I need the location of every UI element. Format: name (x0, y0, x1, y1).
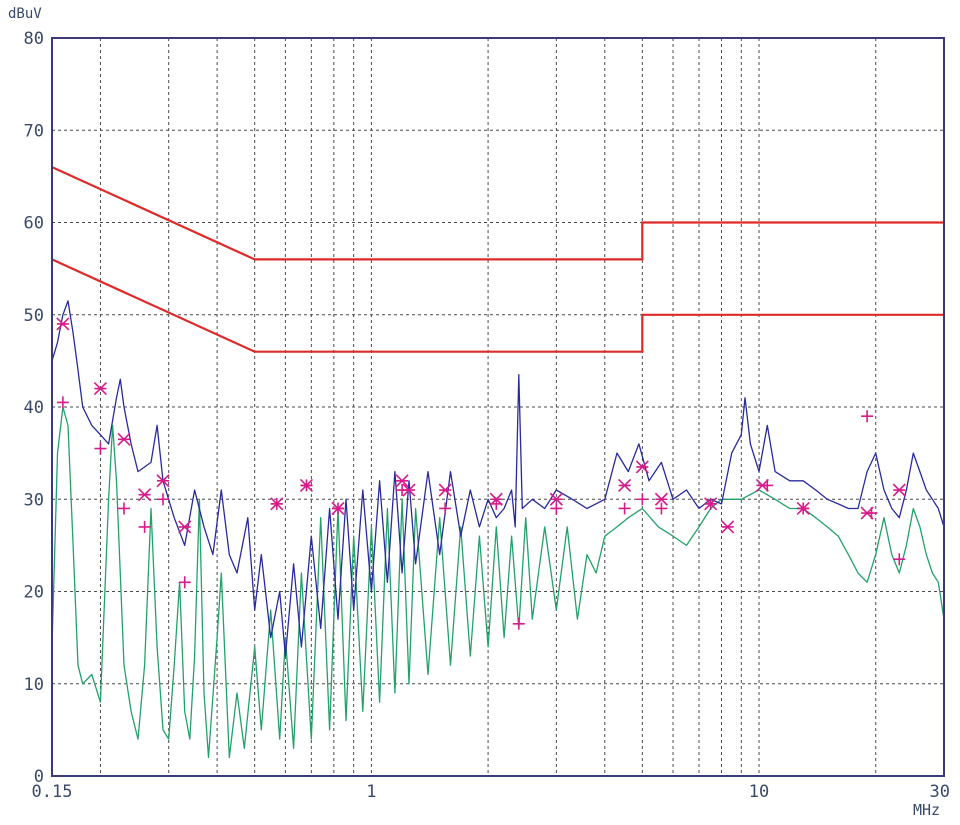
markers (56, 317, 906, 630)
star-marker (755, 478, 769, 492)
limit-line (51, 258, 944, 353)
plus-marker (138, 520, 151, 533)
star-marker (178, 520, 192, 534)
peak-trace (51, 300, 945, 657)
x-tick-label: 10 (749, 782, 769, 802)
plus-marker (655, 502, 668, 515)
grid (52, 38, 944, 776)
tick-labels: 0 10 20 30 40 50 60 70 80 0.15 1 10 30 (24, 29, 950, 802)
y-tick-label: 10 (24, 675, 44, 695)
plus-marker (512, 617, 525, 630)
star-marker (549, 492, 563, 506)
star-marker (892, 483, 906, 497)
y-tick-label: 50 (24, 306, 44, 326)
y-tick-label: 70 (24, 121, 44, 141)
star-marker (138, 488, 152, 502)
plus-marker (117, 502, 130, 515)
star-marker (93, 381, 107, 396)
x-axis-unit-label: MHz (913, 801, 940, 819)
star-marker (654, 492, 668, 506)
plus-marker (439, 502, 452, 515)
x-tick-label: 0.15 (32, 782, 73, 802)
star-marker (796, 501, 810, 516)
star-marker (402, 483, 416, 497)
plus-marker (550, 502, 563, 515)
y-tick-label: 0 (34, 767, 44, 787)
y-tick-label: 60 (24, 214, 44, 234)
y-tick-label: 80 (24, 29, 44, 49)
plus-marker (56, 396, 69, 409)
star-marker (860, 506, 874, 520)
y-tick-label: 30 (24, 490, 44, 510)
star-marker (270, 497, 284, 511)
plot-frame (51, 37, 945, 777)
traces (51, 300, 945, 759)
plus-marker (861, 410, 874, 423)
star-marker (117, 432, 131, 446)
y-tick-label: 20 (24, 583, 44, 603)
star-marker (438, 483, 452, 497)
x-tick-label: 1 (366, 782, 376, 802)
star-marker (618, 478, 632, 492)
limit-lines (51, 166, 944, 353)
plus-marker (156, 493, 169, 506)
star-marker (156, 474, 170, 488)
plus-marker (178, 576, 191, 589)
x-tick-label: 30 (930, 782, 950, 802)
y-axis-unit-label: dBuV (8, 6, 42, 22)
plus-marker (618, 502, 631, 515)
y-tick-label: 40 (24, 398, 44, 418)
limit-line (51, 166, 944, 261)
star-marker (721, 520, 735, 534)
star-marker (331, 501, 345, 516)
plus-marker (636, 493, 649, 506)
star-marker (635, 460, 649, 474)
plus-marker (893, 553, 906, 566)
star-marker (489, 492, 503, 506)
star-marker (395, 474, 409, 488)
plus-marker (94, 442, 107, 455)
star-marker (704, 497, 718, 511)
star-marker (299, 478, 314, 492)
star-marker (56, 317, 70, 331)
